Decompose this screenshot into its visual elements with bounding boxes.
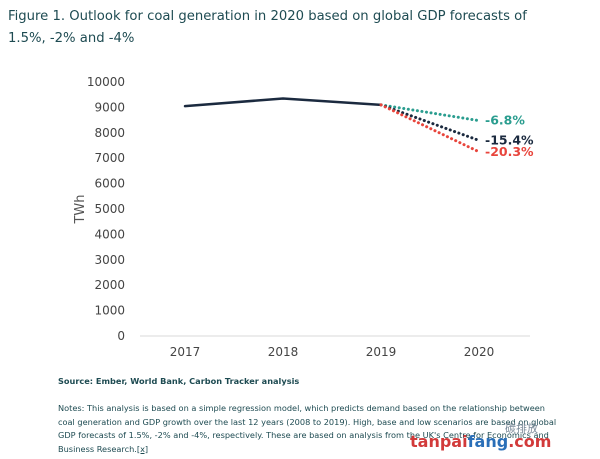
y-tick-label: 7000 — [94, 151, 125, 165]
notes-body: Notes: This analysis is based on a simpl… — [58, 403, 557, 454]
y-tick-label: 5000 — [94, 202, 125, 216]
y-tick-label: 0 — [117, 329, 125, 343]
x-tick-label: 2019 — [366, 345, 397, 359]
watermark-url: tanpaifang.com — [410, 432, 551, 451]
y-tick-label: 10000 — [87, 75, 125, 89]
y-tick-label: 8000 — [94, 126, 125, 140]
x-axis-ticks: 2017 2018 2019 2020 — [170, 345, 495, 359]
watermark-chinese: 碳排放 — [505, 422, 538, 435]
watermark-url-part1: tanpai — [410, 432, 468, 451]
historical-series-line — [183, 97, 383, 108]
x-tick-label: 2018 — [268, 345, 299, 359]
scenario-label: -20.3% — [485, 144, 534, 159]
notes-text: Notes: This analysis is based on a simpl… — [58, 402, 558, 456]
y-tick-label: 9000 — [94, 100, 125, 114]
chart-title: Figure 1. Outlook for coal generation in… — [8, 9, 527, 46]
y-tick-label: 6000 — [94, 177, 125, 191]
scenario-label: -6.8% — [485, 113, 525, 128]
y-tick-label: 4000 — [94, 227, 125, 241]
x-tick-label: 2017 — [170, 345, 201, 359]
notes-link[interactable]: [x] — [136, 443, 149, 454]
scenario-series-line — [379, 103, 481, 142]
watermark-url-part2: fang — [467, 432, 509, 451]
y-axis-label: TWh — [73, 194, 88, 224]
x-tick-label: 2020 — [464, 345, 495, 359]
series-annotations: -6.8% -15.4%-20.3% — [485, 113, 534, 159]
source-note: Source: Ember, World Bank, Carbon Tracke… — [58, 376, 300, 386]
series-lines — [183, 97, 481, 154]
scenario-series-line — [379, 103, 481, 154]
scenario-label: -15.4% — [485, 132, 534, 147]
y-tick-label: 2000 — [94, 278, 125, 292]
watermark-url-part3: .com — [508, 432, 552, 451]
y-axis-ticks: 0 1000 2000 3000 4000 5000 6000 7000 8000 9000 100… — [87, 75, 125, 343]
y-tick-label: 3000 — [94, 253, 125, 267]
scenario-series-line — [379, 103, 481, 123]
y-tick-label: 1000 — [94, 304, 125, 318]
